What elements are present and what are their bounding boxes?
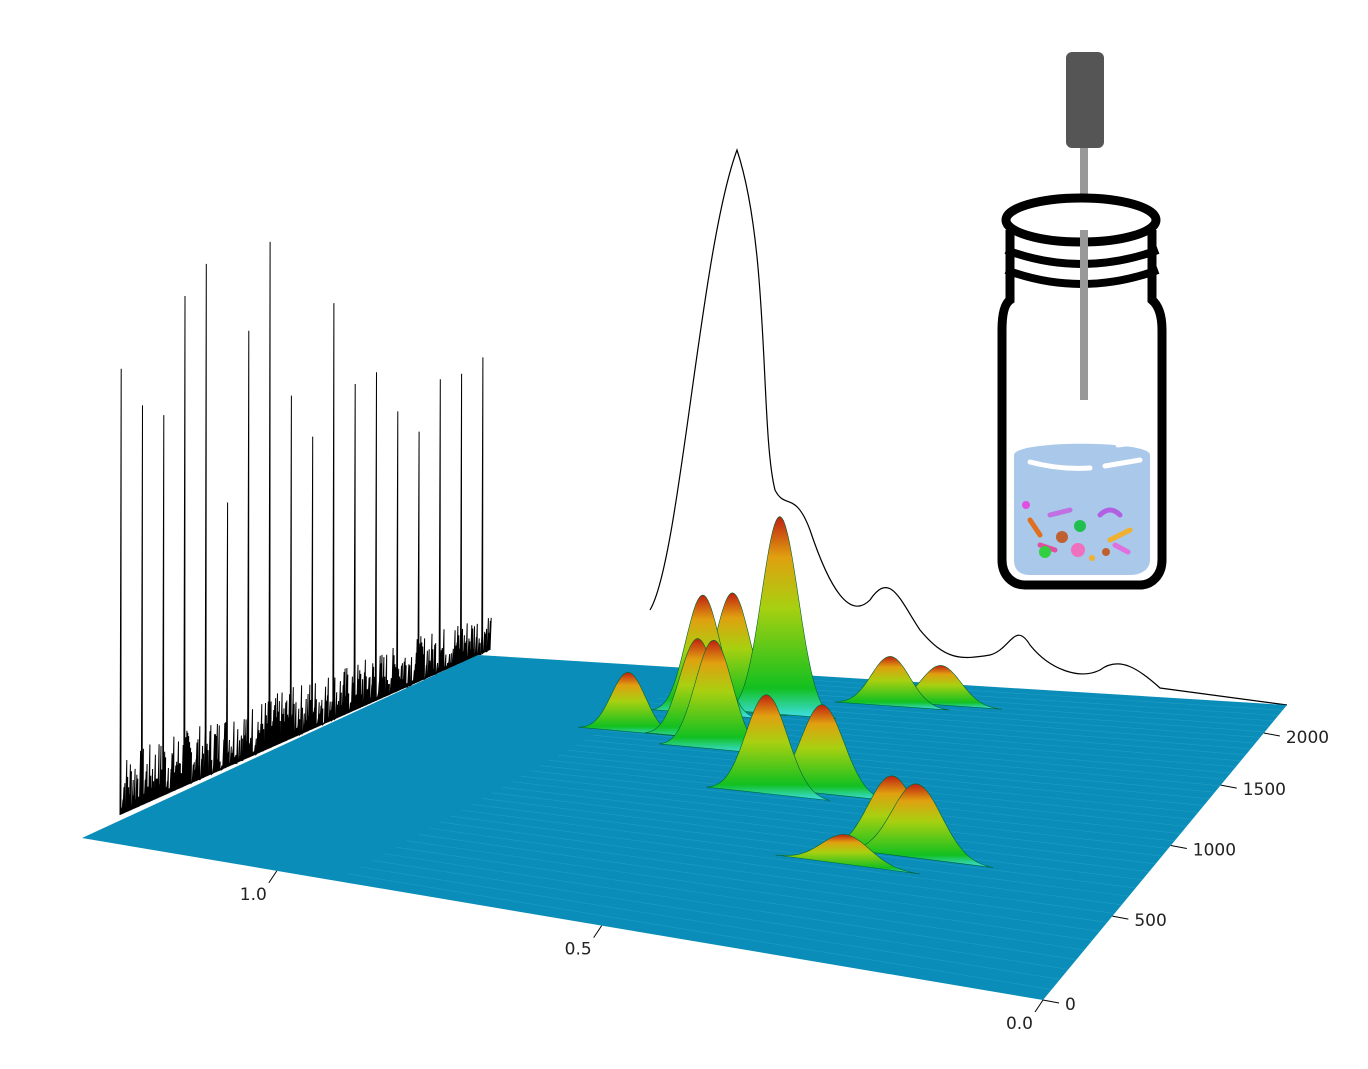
floor-stripe [348,873,1052,990]
floor-stripe [407,840,1093,941]
floor-stripe [384,853,1077,960]
floor-stripe [520,775,1169,849]
floor [82,655,1287,1000]
x-tick [1034,999,1044,1013]
floor-stripe [511,781,1163,857]
y-tick-label: 500 [1134,911,1166,931]
liquid-highlight [1027,439,1143,471]
floor-stripe [530,770,1175,842]
x-tick-label: 0.5 [565,940,592,960]
x-tick [268,870,278,884]
peak [834,656,950,711]
needle-inner [1080,230,1088,400]
axes: 1.0 0.5 0.0 0 500 1000 1500 2000 [240,728,1329,1034]
floor-stripe [440,821,1115,914]
peak [726,516,837,719]
analytes [1022,501,1133,561]
vial-body [997,230,1167,590]
peak [706,694,831,801]
y-tick-label: 1500 [1243,780,1286,800]
y-tick-label: 0 [1065,995,1076,1015]
y-tick [1170,844,1187,849]
floor-stripe [360,866,1061,980]
floor-stripe [429,827,1108,923]
floor-stripe [395,846,1085,951]
floor-stripe [450,815,1122,906]
x-tick [593,925,603,938]
y-tick [1263,732,1280,737]
floor-stripe [575,744,1204,806]
y-tick-label: 2000 [1286,728,1329,748]
projection-traces [119,241,492,816]
x-tick-label: 0.0 [1006,1014,1033,1034]
floor-stripe [557,754,1193,820]
peak [775,834,920,875]
floor-stripe [491,792,1150,872]
vial-illustration [997,52,1167,590]
floor-stripe [584,739,1210,800]
y-tick [1220,784,1237,789]
x-tick-label: 1.0 [240,885,267,905]
surface [82,516,1287,1000]
septum-cap [1066,52,1104,148]
floor-stripe [471,803,1136,889]
back-trace [649,148,1288,706]
y-tick [1042,999,1060,1004]
wall-trace [119,241,492,816]
floor-stripe [418,834,1100,932]
liquid [1014,443,1150,575]
floor-stripe [501,786,1156,865]
floor-stripe [481,798,1143,881]
y-tick [1112,915,1129,920]
floor-stripe [372,860,1069,970]
floor-stripe [539,765,1181,834]
floor-stripe [461,809,1129,897]
peak [844,783,994,868]
y-tick-label: 1000 [1193,840,1236,860]
